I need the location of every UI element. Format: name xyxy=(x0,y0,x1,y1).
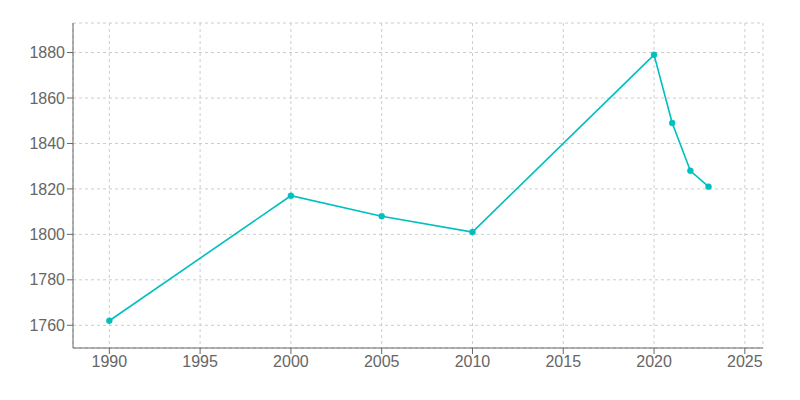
svg-text:2010: 2010 xyxy=(455,353,491,370)
svg-text:2000: 2000 xyxy=(273,353,309,370)
svg-text:2020: 2020 xyxy=(636,353,672,370)
svg-text:2025: 2025 xyxy=(727,353,763,370)
svg-text:1820: 1820 xyxy=(29,181,65,198)
svg-text:1760: 1760 xyxy=(29,317,65,334)
svg-text:1780: 1780 xyxy=(29,271,65,288)
svg-text:2005: 2005 xyxy=(364,353,400,370)
svg-text:1995: 1995 xyxy=(182,353,218,370)
svg-text:1990: 1990 xyxy=(92,353,128,370)
svg-text:1840: 1840 xyxy=(29,135,65,152)
svg-text:2015: 2015 xyxy=(545,353,581,370)
svg-text:1860: 1860 xyxy=(29,90,65,107)
svg-text:1880: 1880 xyxy=(29,44,65,61)
svg-text:1800: 1800 xyxy=(29,226,65,243)
